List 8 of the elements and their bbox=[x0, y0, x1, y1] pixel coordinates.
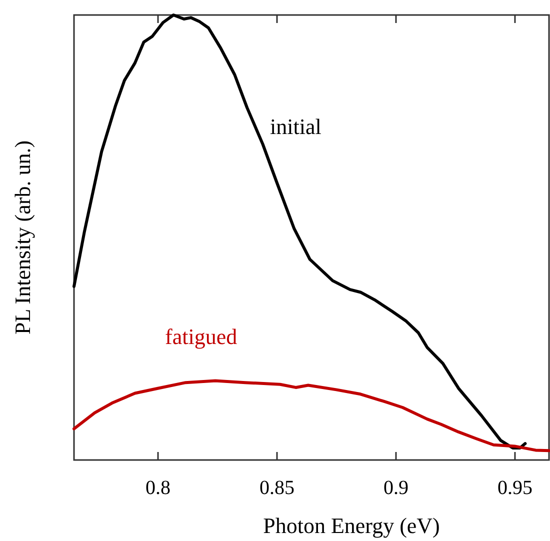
x-tick-label: 0.9 bbox=[383, 477, 408, 499]
x-axis-title: Photon Energy (eV) bbox=[263, 513, 440, 538]
series-label: fatigued bbox=[165, 324, 238, 349]
series-label: initial bbox=[270, 114, 322, 139]
y-axis-title: PL Intensity (arb. un.) bbox=[10, 140, 35, 335]
x-tick-label: 0.8 bbox=[146, 477, 171, 499]
x-tick-label: 0.95 bbox=[497, 477, 532, 499]
x-tick-label: 0.85 bbox=[259, 477, 294, 499]
